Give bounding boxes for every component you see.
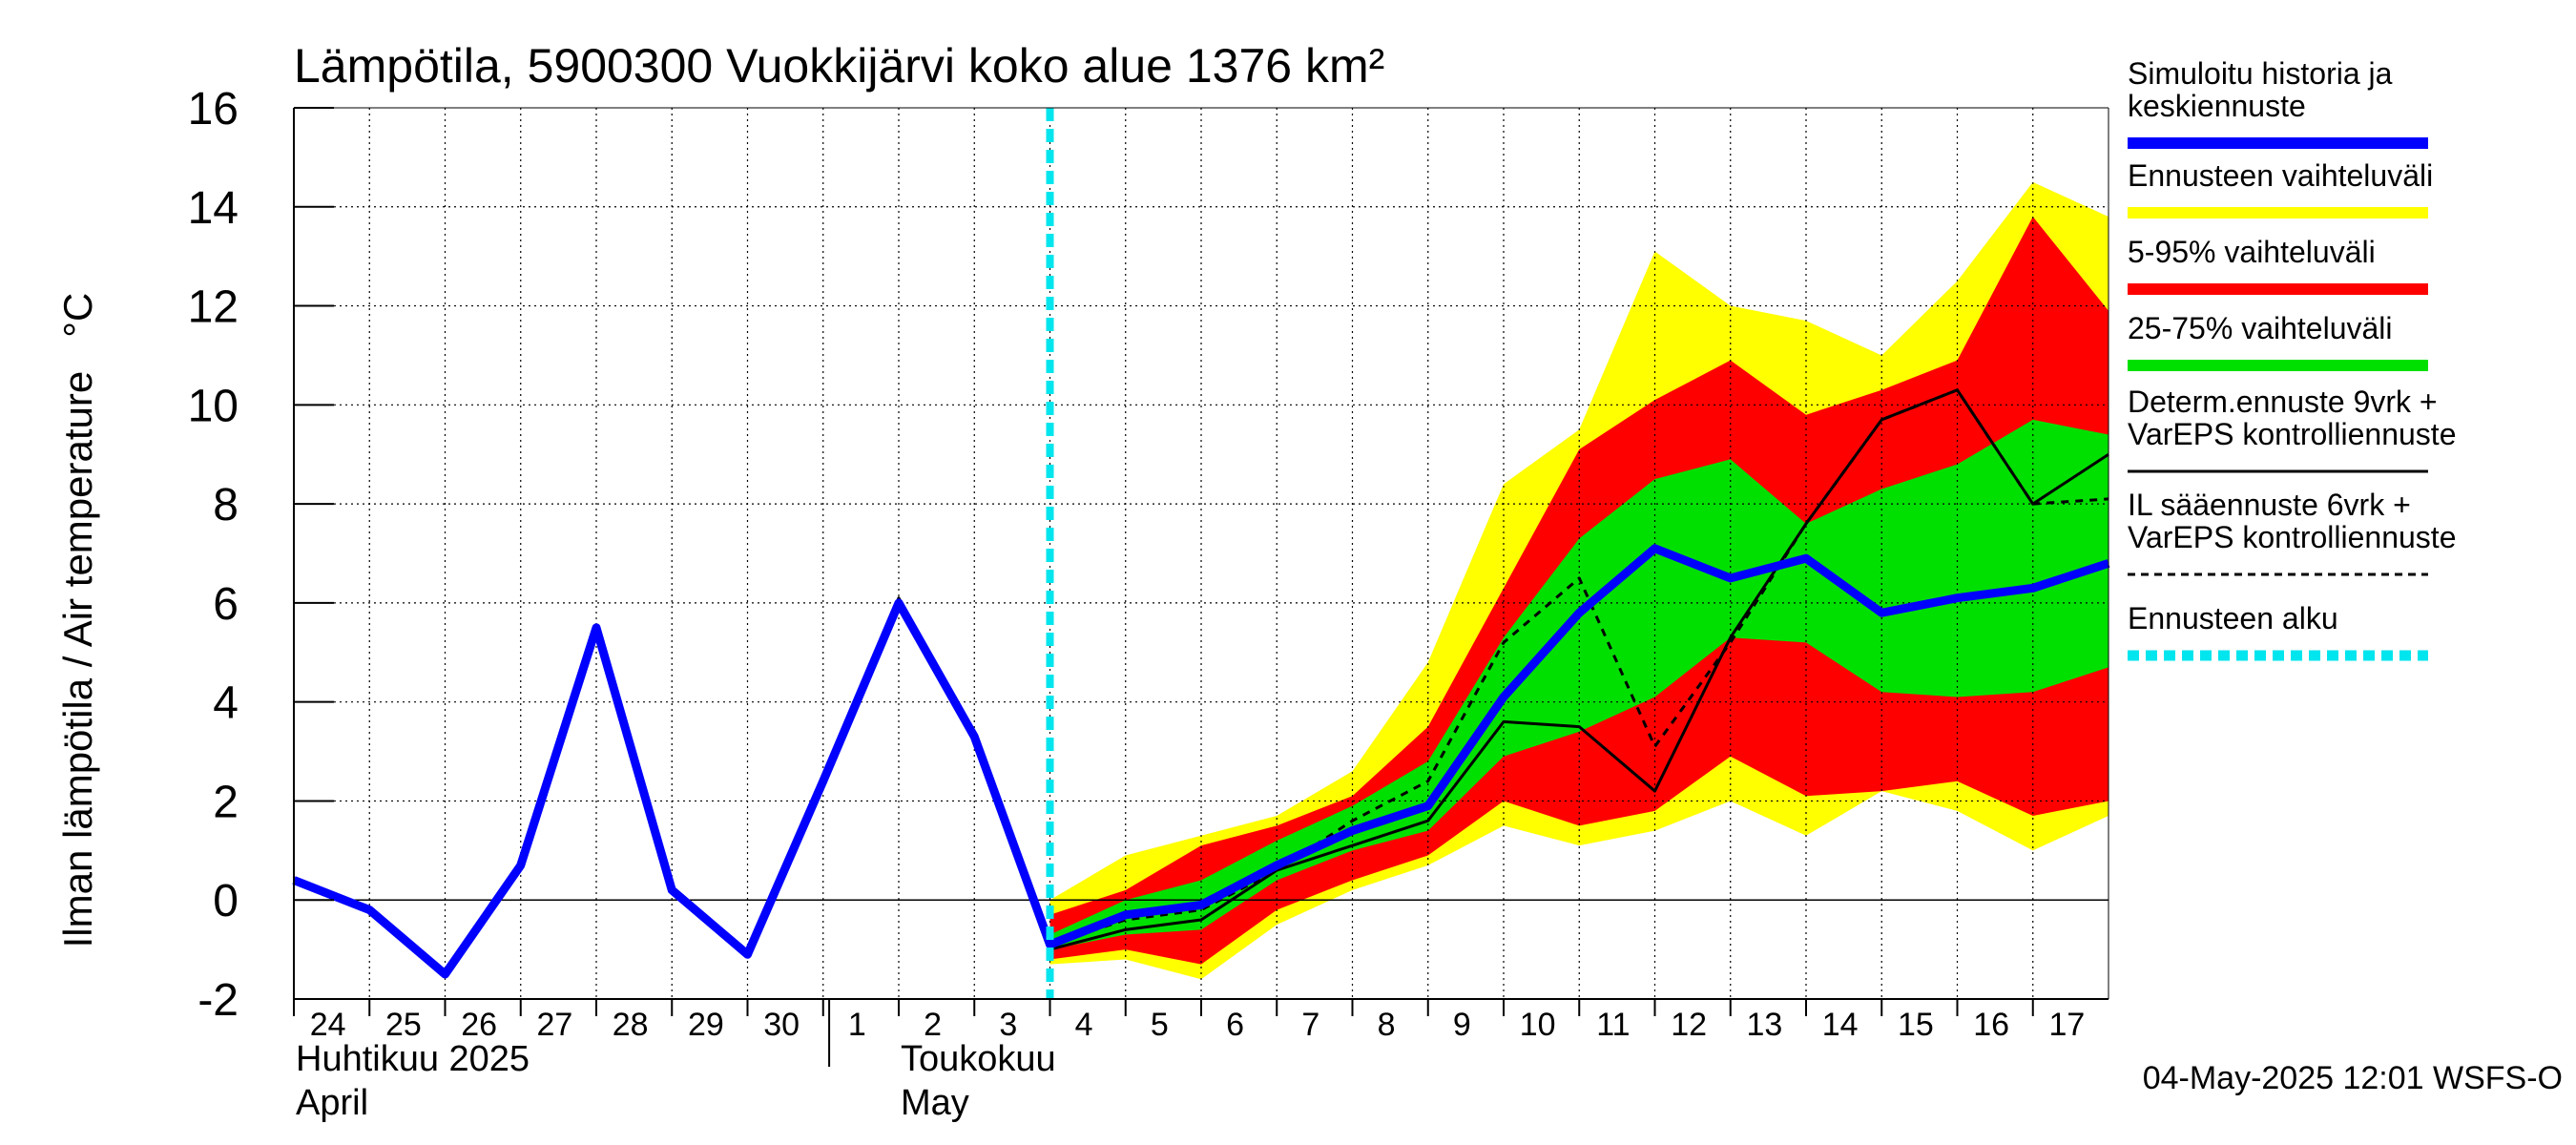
legend-label-p25_75: 25-75% vaihteluväli (2128, 311, 2393, 345)
band-25-75 (1049, 419, 2109, 950)
y-tick-label: 8 (213, 480, 239, 531)
month-label-en: May (901, 1083, 969, 1123)
month-label-fi: Toukokuu (901, 1039, 1056, 1079)
x-tick-label: 16 (1973, 1007, 2009, 1043)
legend-label-determ: Determ.ennuste 9vrk + (2128, 385, 2438, 419)
timestamp: 04-May-2025 12:01 WSFS-O (2143, 1060, 2563, 1096)
x-tick-label: 7 (1301, 1007, 1319, 1043)
legend-label-range: Ennusteen vaihteluväli (2128, 158, 2433, 193)
y-tick-label: 4 (213, 678, 239, 729)
x-tick-label: 24 (310, 1007, 346, 1043)
x-tick-label: 13 (1746, 1007, 1782, 1043)
chart-title: Lämpötila, 5900300 Vuokkijärvi koko alue… (294, 39, 1384, 93)
x-tick-label: 15 (1898, 1007, 1934, 1043)
month-label-en: April (296, 1083, 368, 1123)
x-tick-label: 27 (536, 1007, 572, 1043)
x-tick-label: 26 (461, 1007, 497, 1043)
x-tick-label: 1 (848, 1007, 866, 1043)
x-tick-label: 10 (1520, 1007, 1556, 1043)
y-tick-label: -2 (197, 975, 239, 1026)
legend-label-il: IL sääennuste 6vrk + (2128, 488, 2411, 522)
x-tick-label: 14 (1822, 1007, 1859, 1043)
x-tick-label: 25 (385, 1007, 422, 1043)
legend-label-il: VarEPS kontrolliennuste (2128, 520, 2456, 554)
legend-label-p5_95: 5-95% vaihteluväli (2128, 235, 2376, 269)
x-tick-label: 17 (2048, 1007, 2085, 1043)
legend-label-determ: VarEPS kontrolliennuste (2128, 417, 2456, 451)
series-lines (292, 108, 2110, 999)
y-tick-label: 0 (213, 876, 239, 926)
legend-label-start: Ennusteen alku (2128, 601, 2338, 635)
x-tick-label: 28 (613, 1007, 649, 1043)
y-tick-label: 12 (188, 282, 239, 333)
x-tick-label: 12 (1671, 1007, 1707, 1043)
y-axis-ticks: -2 0 2 4 6 8 10 12 14 16 (188, 84, 334, 1026)
series-history-mean (292, 544, 2110, 979)
x-tick-label: 8 (1378, 1007, 1396, 1043)
x-tick-label: 9 (1453, 1007, 1471, 1043)
y-tick-label: 6 (213, 579, 239, 630)
y-tick-label: 10 (188, 381, 239, 431)
x-axis-ticks: 24 25 26 27 28 29 30 1 2 3 4 5 6 7 8 9 10 11 12 13 14 15 16 17 (293, 999, 2085, 1043)
y-tick-label: 16 (188, 84, 239, 135)
y-axis-label-group: Ilman lämpötila / Air temperature °C (55, 293, 100, 948)
y-axis-label: Ilman lämpötila / Air temperature °C (55, 293, 100, 948)
y-tick-label: 2 (213, 777, 239, 827)
x-tick-label: 30 (763, 1007, 800, 1043)
month-label-fi: Huhtikuu 2025 (296, 1039, 530, 1079)
y-tick-label: 14 (188, 183, 239, 234)
x-tick-label: 6 (1226, 1007, 1244, 1043)
series-il-forecast (1049, 388, 2109, 947)
legend-label-history: keskiennuste (2128, 89, 2306, 123)
grid-lines (294, 108, 2109, 999)
x-tick-label: 2 (924, 1007, 942, 1043)
x-tick-label: 29 (688, 1007, 724, 1043)
x-tick-label: 5 (1151, 1007, 1169, 1043)
x-tick-label: 11 (1596, 1007, 1630, 1043)
x-tick-label: 3 (999, 1007, 1017, 1043)
legend-label-history: Simuloitu historia ja (2128, 56, 2393, 91)
x-tick-label: 4 (1075, 1007, 1093, 1043)
